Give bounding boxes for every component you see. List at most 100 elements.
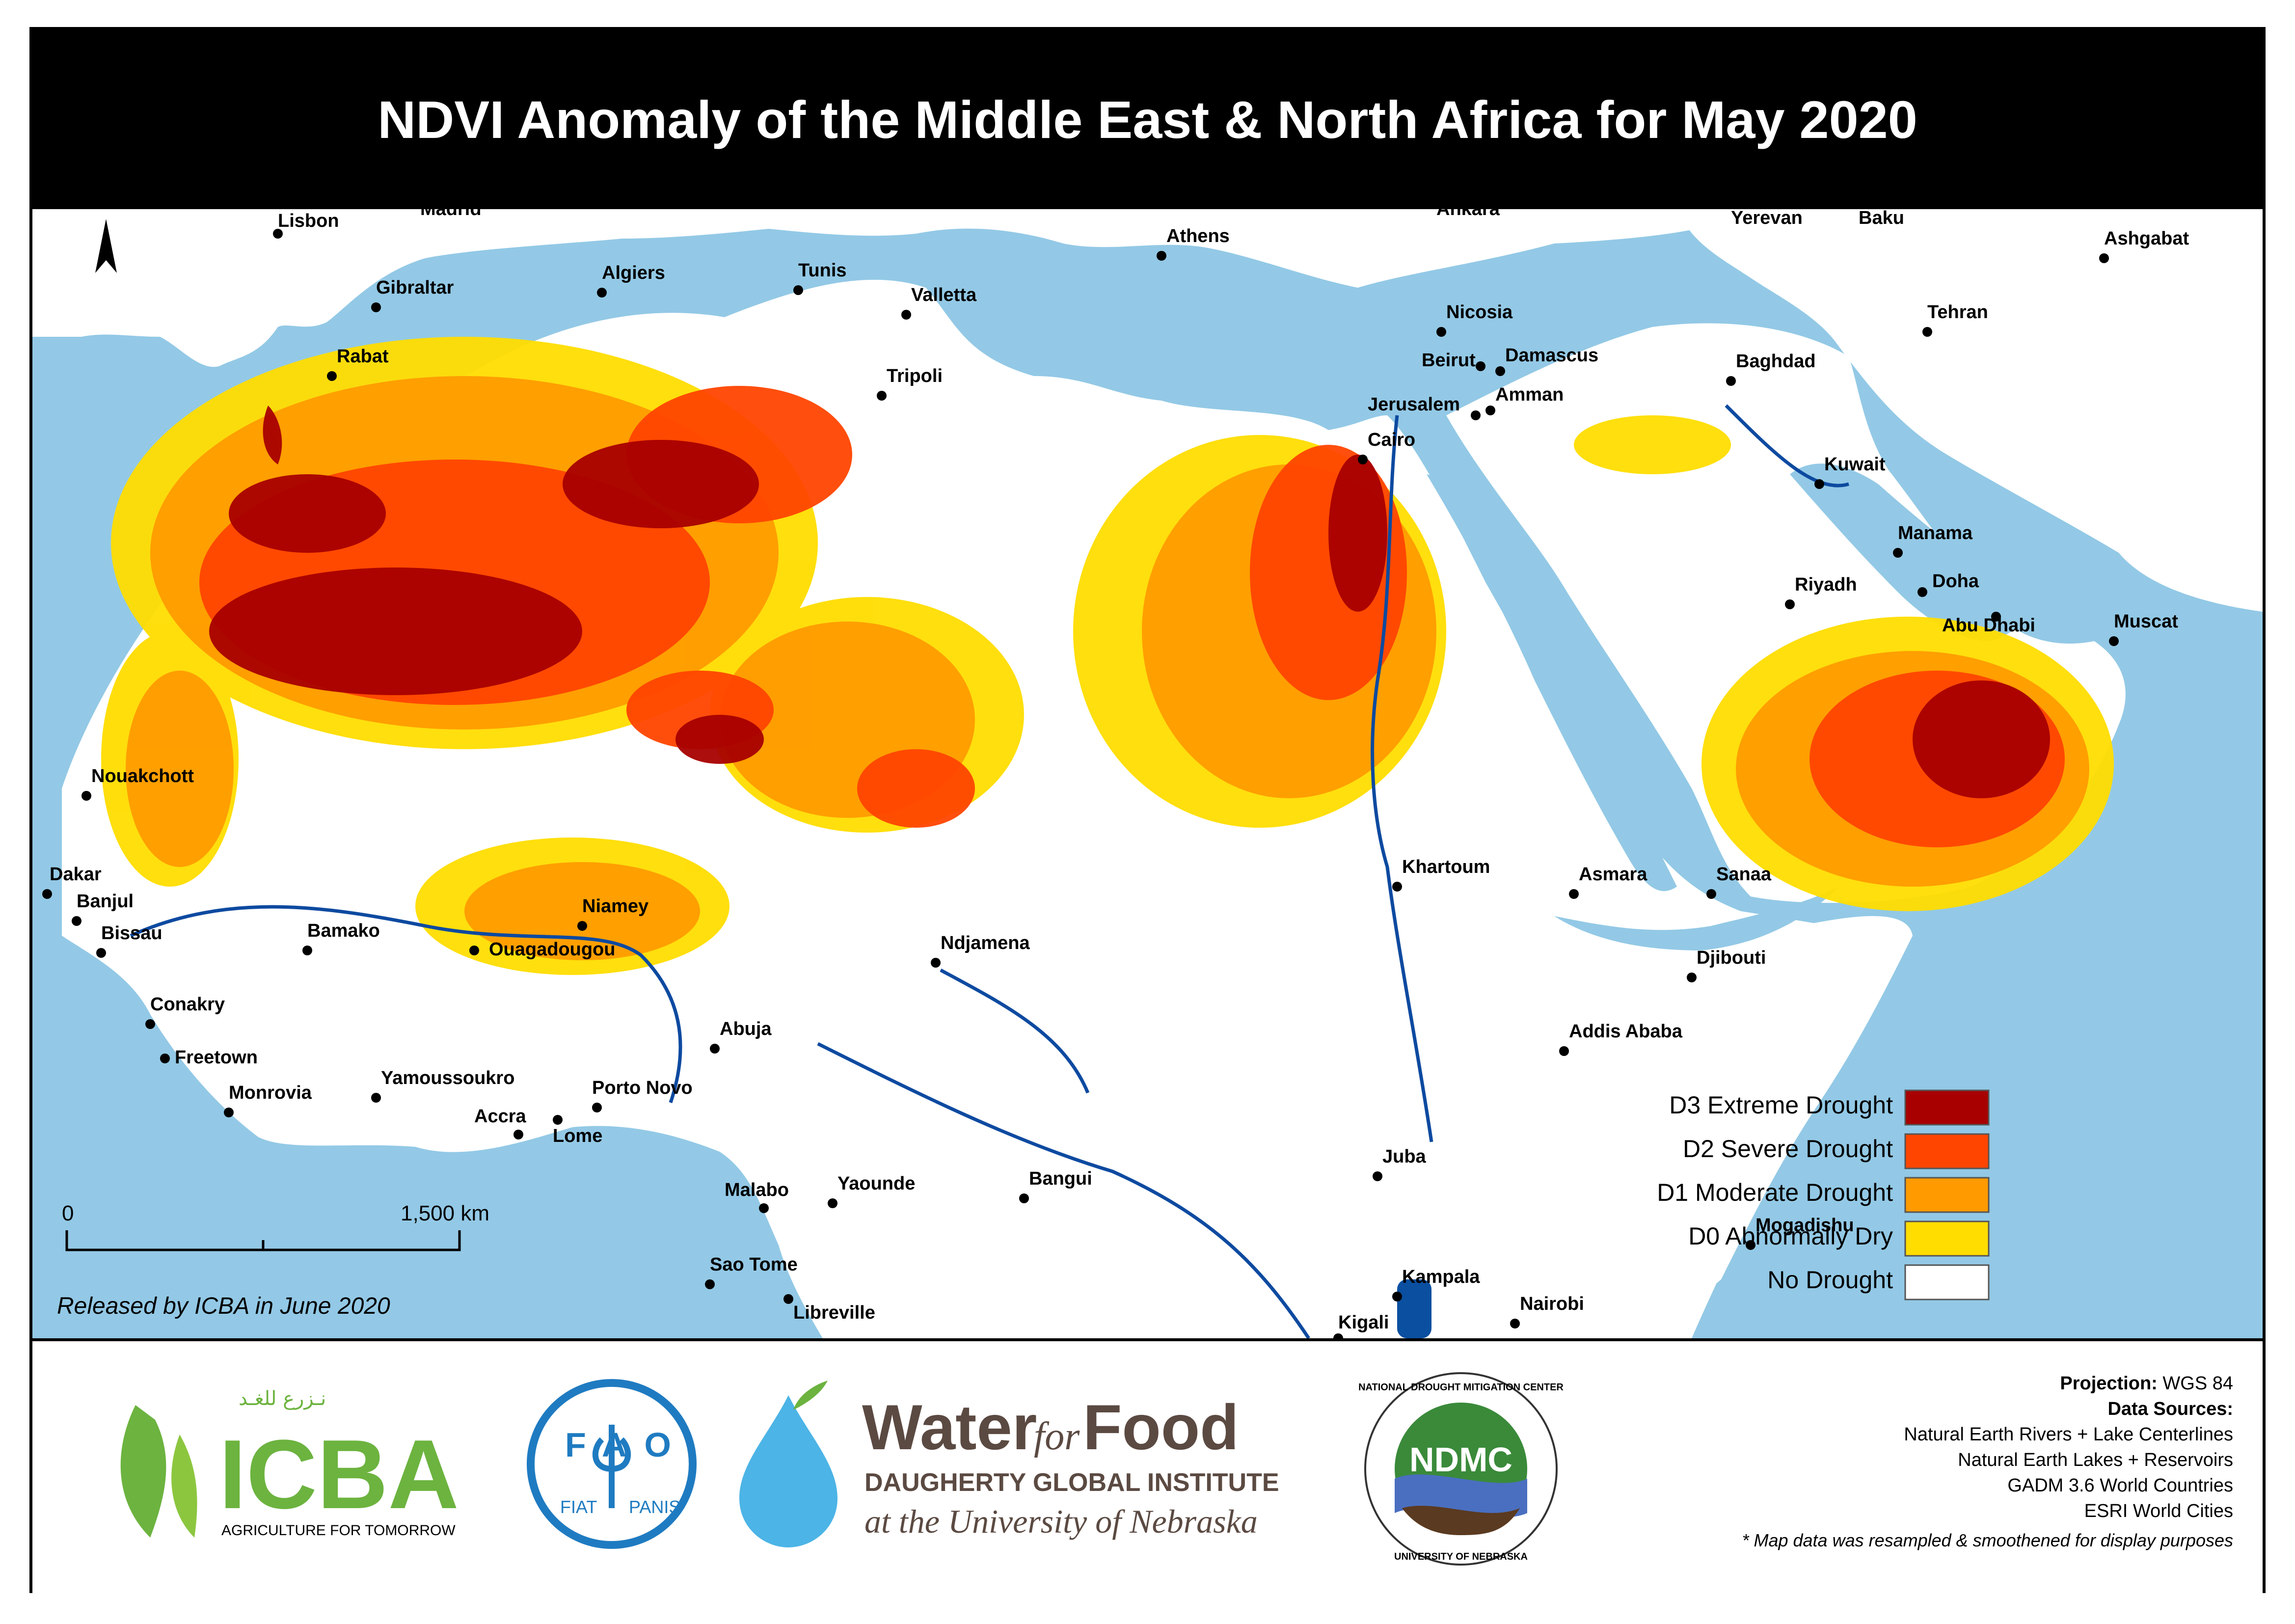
wheat-icon bbox=[593, 1425, 631, 1508]
city-lisbon: Lisbon bbox=[273, 211, 339, 239]
wff-for: for bbox=[1034, 1415, 1080, 1458]
svg-text:Ankara: Ankara bbox=[1436, 209, 1500, 219]
svg-text:Conakry: Conakry bbox=[150, 994, 225, 1015]
svg-text:Cairo: Cairo bbox=[1368, 430, 1415, 450]
map-svg: Lisbon Madrid Gibraltar Algiers Tunis Va… bbox=[32, 209, 2263, 1338]
city-sanaa: Sanaa bbox=[1706, 864, 1772, 899]
city-tunis: Tunis bbox=[793, 260, 847, 295]
wff-water: Water bbox=[862, 1391, 1037, 1463]
city-baku: Baku bbox=[1859, 209, 1904, 228]
svg-text:Ashgabat: Ashgabat bbox=[2104, 228, 2189, 249]
svg-text:Beirut: Beirut bbox=[1422, 350, 1476, 371]
city-baghdad: Baghdad bbox=[1726, 351, 1816, 386]
svg-text:Nairobi: Nairobi bbox=[1520, 1294, 1584, 1314]
svg-text:Riyadh: Riyadh bbox=[1795, 574, 1857, 595]
cities: Lisbon Madrid Gibraltar Algiers Tunis Va… bbox=[42, 209, 2189, 1338]
ndmc-center: NDMC bbox=[1409, 1440, 1512, 1479]
svg-text:Bangui: Bangui bbox=[1029, 1168, 1092, 1189]
svg-text:Rabat: Rabat bbox=[337, 346, 389, 367]
fao-logo: FAO FIAT PANIS bbox=[518, 1371, 705, 1557]
svg-text:Asmara: Asmara bbox=[1579, 864, 1647, 885]
city-yaounde: Yaounde bbox=[828, 1173, 915, 1208]
water-drop-icon bbox=[739, 1395, 837, 1547]
svg-text:Damascus: Damascus bbox=[1505, 345, 1598, 366]
release-note: Released by ICBA in June 2020 bbox=[57, 1293, 390, 1319]
rivers bbox=[130, 404, 1849, 1338]
title-bar: NDVI Anomaly of the Middle East & North … bbox=[32, 30, 2263, 209]
city-athens: Athens bbox=[1157, 226, 1230, 261]
svg-text:Freetown: Freetown bbox=[175, 1047, 258, 1068]
city-bangui: Bangui bbox=[1019, 1168, 1092, 1203]
europe-landmass bbox=[32, 209, 1751, 367]
legend-item-d0: D0 Abnormally Dry bbox=[1688, 1220, 1990, 1257]
svg-text:Lome: Lome bbox=[553, 1126, 602, 1146]
city-malabo: Malabo bbox=[725, 1180, 789, 1213]
source-item: Natural Earth Lakes + Reservoirs bbox=[1958, 1450, 2233, 1470]
svg-text:Algiers: Algiers bbox=[602, 263, 665, 283]
svg-text:D2 Severe Drought: D2 Severe Drought bbox=[1683, 1135, 1893, 1163]
projection-row: Projection: WGS 84 bbox=[1742, 1371, 2233, 1396]
city-rabat: Rabat bbox=[327, 346, 389, 381]
ndmc-ring-top: NATIONAL DROUGHT MITIGATION CENTER bbox=[1358, 1382, 1564, 1393]
lake-victoria bbox=[1397, 1279, 1431, 1338]
svg-text:Tunis: Tunis bbox=[798, 260, 847, 281]
scale-start-label: 0 bbox=[62, 1201, 74, 1225]
svg-text:Gibraltar: Gibraltar bbox=[376, 277, 454, 298]
icba-wordmark: ICBA bbox=[219, 1420, 459, 1529]
footer-panel: نـزرع للغـد ICBA AGRICULTURE FOR TOMORRO… bbox=[32, 1338, 2263, 1593]
city-conakry: Conakry bbox=[145, 994, 225, 1029]
city-sao-tome: Sao Tome bbox=[705, 1254, 798, 1289]
city-khartoum: Khartoum bbox=[1392, 857, 1490, 892]
svg-text:Malabo: Malabo bbox=[725, 1180, 789, 1200]
svg-text:Dakar: Dakar bbox=[50, 864, 102, 885]
north-arrow-icon bbox=[95, 219, 117, 273]
water-bodies bbox=[1397, 463, 2025, 1338]
city-bissau: Bissau bbox=[96, 923, 162, 958]
fao-motto-left: FIAT bbox=[560, 1497, 597, 1517]
city-addis-ababa: Addis Ababa bbox=[1559, 1021, 1683, 1056]
city-gibraltar: Gibraltar bbox=[371, 277, 454, 312]
svg-text:Valletta: Valletta bbox=[911, 285, 977, 305]
svg-text:Kampala: Kampala bbox=[1402, 1267, 1480, 1287]
city-niamey: Niamey bbox=[577, 896, 648, 931]
svg-text:Juba: Juba bbox=[1382, 1146, 1427, 1167]
city-amman: Amman bbox=[1485, 384, 1564, 415]
city-beirut: Beirut bbox=[1422, 350, 1485, 371]
wff-food: Food bbox=[1083, 1391, 1239, 1463]
city-yamoussoukro: Yamoussoukro bbox=[371, 1068, 514, 1103]
svg-text:Manama: Manama bbox=[1898, 523, 1973, 543]
svg-text:Tehran: Tehran bbox=[1927, 302, 1988, 323]
city-djibouti: Djibouti bbox=[1687, 947, 1766, 982]
credits: Projection: WGS 84 Data Sources: Natural… bbox=[1742, 1371, 2233, 1553]
icba-logo: نـزرع للغـد ICBA AGRICULTURE FOR TOMORRO… bbox=[96, 1376, 489, 1562]
city-porto-novo: Porto Novo bbox=[592, 1078, 693, 1112]
svg-text:Ouagadougou: Ouagadougou bbox=[489, 939, 616, 960]
svg-text:Yaounde: Yaounde bbox=[837, 1173, 915, 1194]
city-abuja: Abuja bbox=[710, 1019, 772, 1054]
svg-text:Accra: Accra bbox=[474, 1106, 526, 1127]
svg-text:Sanaa: Sanaa bbox=[1716, 864, 1772, 885]
projection-value: WGS 84 bbox=[2162, 1373, 2233, 1394]
congo-river bbox=[817, 1042, 1310, 1338]
d3-patches bbox=[209, 406, 2050, 798]
icba-arabic: نـزرع للغـد bbox=[239, 1387, 326, 1410]
city-freetown: Freetown bbox=[160, 1047, 258, 1068]
svg-text:Nicosia: Nicosia bbox=[1446, 302, 1513, 323]
svg-text:Sao Tome: Sao Tome bbox=[710, 1254, 798, 1275]
city-banjul: Banjul bbox=[72, 891, 134, 926]
svg-text:Baku: Baku bbox=[1859, 209, 1904, 228]
svg-text:Muscat: Muscat bbox=[2114, 611, 2178, 632]
source-item: Natural Earth Rivers + Lake Centerlines bbox=[1904, 1424, 2233, 1445]
source-item: ESRI World Cities bbox=[2084, 1501, 2233, 1521]
city-madrid: Madrid bbox=[420, 209, 482, 219]
city-nairobi: Nairobi bbox=[1510, 1294, 1584, 1328]
fao-motto-right: PANIS bbox=[629, 1497, 680, 1517]
sources-label: Data Sources: bbox=[2107, 1399, 2233, 1419]
svg-text:Porto Novo: Porto Novo bbox=[592, 1078, 693, 1098]
city-kigali: Kigali bbox=[1333, 1312, 1389, 1338]
svg-text:Jerusalem: Jerusalem bbox=[1368, 394, 1460, 415]
fao-letters: FAO bbox=[565, 1426, 689, 1464]
city-bamako: Bamako bbox=[302, 920, 380, 955]
svg-text:Djibouti: Djibouti bbox=[1697, 947, 1766, 968]
city-tripoli: Tripoli bbox=[877, 366, 943, 401]
